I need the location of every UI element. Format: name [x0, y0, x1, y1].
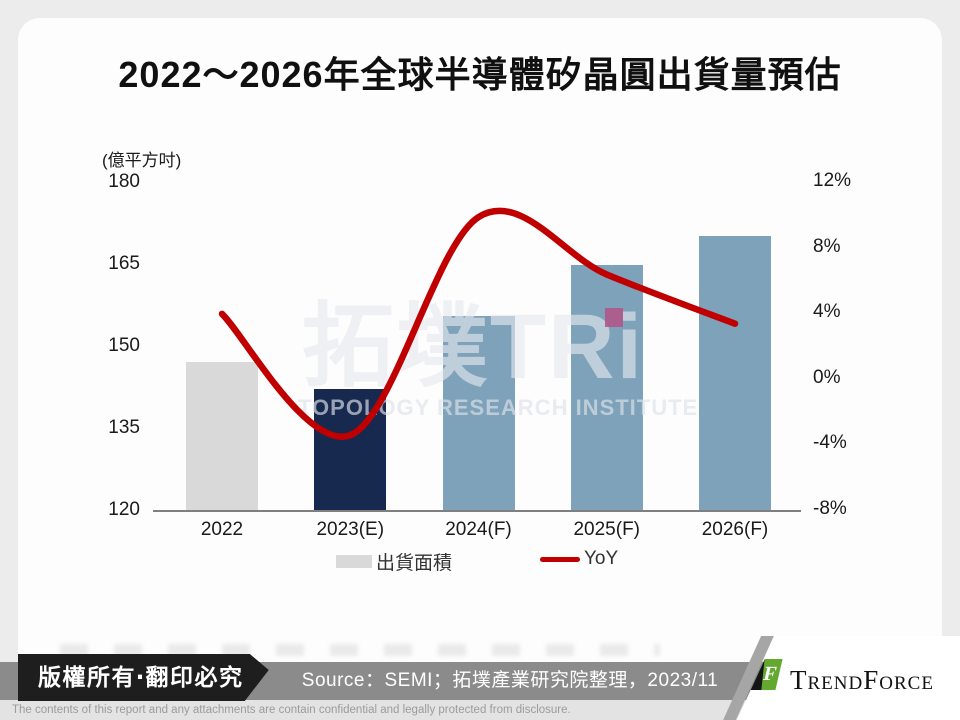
- x-axis-label: 2023(E): [316, 519, 385, 540]
- left-axis-tick: 180: [108, 171, 140, 192]
- disclaimer-text: The contents of this report and any atta…: [12, 704, 571, 716]
- source-text: Source：SEMI；拓墣產業研究院整理，2023/11: [301, 670, 719, 691]
- right-axis-tick: 12%: [813, 170, 852, 191]
- chart-title: 2022～2026年全球半導體矽晶圓出貨量預估: [118, 54, 842, 95]
- left-axis-tick: 165: [108, 253, 140, 274]
- right-axis-tick: 0%: [813, 366, 841, 388]
- left-axis-tick: 135: [108, 417, 140, 438]
- trendforce-logo-panel: F TRENDFORCE: [736, 636, 960, 720]
- brand-text-orce: ORCE: [879, 673, 934, 694]
- legend-item-shipment-area: 出貨面積: [336, 548, 452, 575]
- left-axis-tick: 120: [108, 499, 140, 520]
- right-axis-tick: -8%: [813, 498, 847, 519]
- watermark-i-dot: [605, 308, 623, 327]
- legend-swatch-bar: [336, 555, 372, 568]
- bar-2023(E): [314, 388, 387, 510]
- copyright-banner: 版權所有‧翻印必究: [18, 654, 269, 701]
- disclaimer-strip: The contents of this report and any atta…: [0, 700, 960, 720]
- x-axis-label: 2024(F): [445, 519, 512, 540]
- x-axis-label: 2025(F): [573, 519, 641, 540]
- x-axis-label: 2022: [200, 519, 244, 540]
- legend-label-shipment-area: 出貨面積: [376, 553, 453, 574]
- bar-2024(F): [442, 316, 515, 510]
- bar-2025(F): [570, 265, 643, 510]
- legend-label-yoy: YoY: [584, 548, 619, 569]
- right-axis-tick: 8%: [813, 235, 841, 257]
- copyright-text: 版權所有‧翻印必究: [38, 664, 244, 690]
- brand-letter-f: F: [863, 665, 880, 695]
- x-axis-label: 2026(F): [701, 519, 769, 540]
- right-axis-tick: -4%: [813, 432, 847, 454]
- bar-2022: [186, 361, 258, 510]
- x-axis-line: [153, 510, 801, 512]
- bar-2026(F): [699, 236, 771, 510]
- brand-letter-t: T: [790, 665, 808, 695]
- left-axis-tick: 150: [108, 335, 140, 356]
- brand-text-rend: REND: [807, 673, 864, 694]
- legend-item-yoy: YoY: [540, 548, 618, 570]
- left-axis-unit-label: (億平方吋): [102, 151, 182, 170]
- legend-swatch-line: [540, 556, 580, 562]
- right-axis-tick: 4%: [813, 301, 841, 323]
- ghost-artifacts: [60, 644, 660, 656]
- trendforce-wordmark: TRENDFORCE: [790, 665, 934, 696]
